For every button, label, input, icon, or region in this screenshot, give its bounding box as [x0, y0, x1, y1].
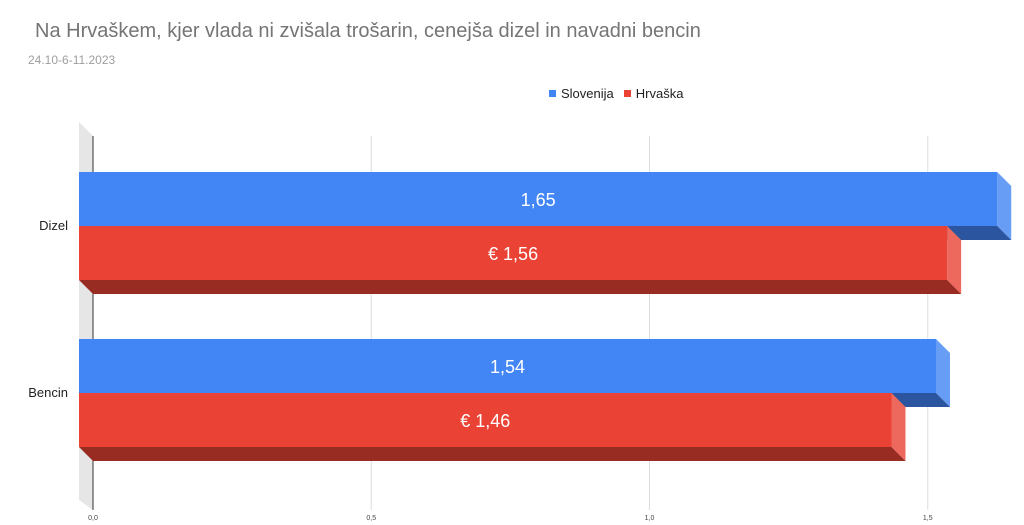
bar-dizel-slovenija	[79, 172, 998, 226]
legend: Slovenija Hrvaška	[549, 86, 683, 101]
bar-side-bencin-slovenija	[936, 339, 951, 407]
bar-value-label-bencin-slovenija: 1,54	[490, 357, 525, 377]
bar-bencin-slovenija	[79, 339, 937, 393]
x-tick-label-2: 1,0	[645, 515, 655, 522]
legend-swatch-slovenija	[549, 90, 556, 97]
legend-item-slovenija: Slovenija	[549, 86, 614, 101]
x-tick-label-0: 0,0	[88, 515, 98, 522]
x-tick-label-1: 0,5	[366, 515, 376, 522]
x-tick-label-3: 1,5	[923, 515, 933, 522]
bar-side-bencin-hrvaska	[891, 393, 906, 461]
bar-side-dizel-slovenija	[997, 172, 1012, 240]
legend-label-slovenija: Slovenija	[561, 86, 614, 101]
bar-bottom-dizel-hrvaska	[79, 280, 962, 294]
bar-dizel-hrvaska	[79, 226, 948, 280]
chart-title: Na Hrvaškem, kjer vlada ni zvišala troša…	[35, 20, 701, 42]
chart-subtitle: 24.10-6-11.2023	[28, 53, 116, 67]
legend-item-hrvaska: Hrvaška	[623, 86, 684, 101]
legend-swatch-hrvaska	[623, 90, 631, 97]
bar-value-label-bencin-hrvaska: € 1,46	[460, 411, 510, 431]
category-label-dizel: Dizel	[39, 218, 68, 233]
category-label-bencin: Bencin	[28, 385, 68, 400]
legend-label-hrvaska: Hrvaška	[635, 86, 684, 101]
bar-bottom-bencin-hrvaska	[79, 447, 906, 461]
bar-side-dizel-hrvaska	[947, 226, 962, 294]
bar-bencin-hrvaska	[79, 393, 892, 447]
bar-value-label-dizel-hrvaska: € 1,56	[488, 244, 538, 264]
bar-value-label-dizel-slovenija: 1,65	[521, 190, 556, 210]
